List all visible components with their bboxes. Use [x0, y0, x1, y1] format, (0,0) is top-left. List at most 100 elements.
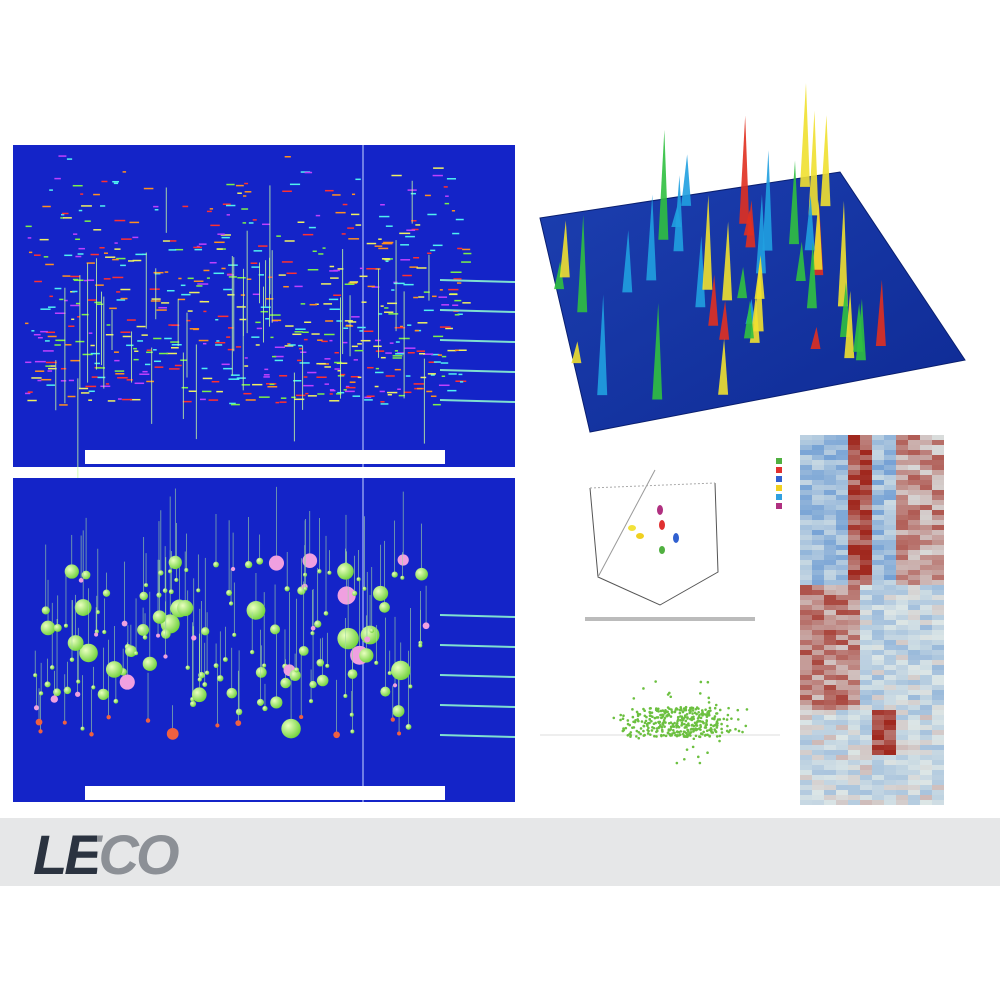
cloud-point: [632, 697, 636, 700]
heat-cell: [896, 690, 908, 695]
heat-cell: [836, 625, 848, 630]
heat-cell: [836, 640, 848, 645]
bubble: [316, 674, 329, 687]
peak-marker: [188, 390, 197, 393]
peak-marker: [100, 385, 111, 388]
cloud-point: [705, 719, 709, 723]
cloud-point: [650, 729, 654, 732]
cloud-point: [637, 736, 641, 740]
peak-marker: [279, 375, 288, 377]
cloud-point: [715, 712, 719, 715]
heat-cell: [860, 755, 872, 760]
heat-cell: [800, 480, 812, 485]
heat-cell: [812, 520, 824, 525]
cloud-point: [647, 726, 650, 730]
heat-cell: [872, 470, 884, 475]
peak-marker: [457, 247, 463, 250]
bubble: [142, 635, 148, 640]
heat-cell: [836, 765, 848, 770]
heat-cell: [860, 595, 872, 600]
heat-cell: [932, 480, 944, 485]
heat-cell: [812, 710, 824, 715]
heat-cell: [884, 465, 896, 470]
heat-cell: [908, 680, 920, 685]
peak-marker: [274, 359, 283, 362]
peak-marker: [81, 313, 89, 316]
heat-cell: [920, 765, 932, 770]
heat-cell: [884, 690, 896, 695]
heat-cell: [884, 775, 896, 780]
heat-cell: [908, 715, 920, 720]
heat-cell: [824, 730, 836, 735]
cloud-point: [720, 731, 724, 734]
heat-cell: [896, 800, 908, 805]
heat-cell: [908, 740, 920, 745]
heat-cell: [848, 615, 860, 620]
surface-peak: [671, 206, 682, 227]
bubble: [228, 601, 234, 606]
heat-cell: [824, 450, 836, 455]
cloud-point: [702, 712, 706, 716]
peak-marker: [336, 393, 342, 395]
bubble: [418, 643, 423, 648]
heat-cell: [836, 560, 848, 565]
peak-marker: [385, 352, 392, 354]
bubble: [105, 661, 123, 678]
bubble: [369, 628, 374, 633]
heat-cell: [884, 565, 896, 570]
bubble: [235, 708, 243, 716]
heat-cell: [872, 600, 884, 605]
cloud-point: [676, 719, 679, 723]
heat-cell: [920, 450, 932, 455]
peak-marker: [405, 235, 415, 238]
heat-cell: [836, 525, 848, 530]
heat-cell: [836, 760, 848, 765]
cloud-point: [672, 728, 675, 732]
heat-cell: [872, 730, 884, 735]
bubble: [106, 714, 111, 720]
heat-cell: [920, 595, 932, 600]
bubble: [50, 695, 58, 703]
heat-cell: [860, 580, 872, 585]
heat-cell: [932, 520, 944, 525]
peak-marker: [25, 361, 32, 364]
peak-marker: [227, 294, 235, 296]
cloud-point: [713, 724, 717, 727]
peak-marker: [77, 316, 81, 318]
peak-marker: [71, 318, 75, 321]
heat-cell: [824, 800, 836, 805]
bubble: [38, 729, 43, 734]
heat-cell: [836, 735, 848, 740]
peak-marker: [385, 225, 393, 227]
peak-marker: [424, 194, 431, 197]
heat-cell: [896, 650, 908, 655]
peak-marker: [410, 192, 416, 195]
peak-marker: [324, 383, 329, 385]
heat-cell: [884, 765, 896, 770]
cloud-point: [730, 717, 733, 720]
peak-marker: [63, 217, 72, 219]
heat-cell: [908, 530, 920, 535]
heat-cell: [812, 590, 824, 595]
heat-cell: [836, 445, 848, 450]
bubble: [343, 693, 348, 698]
peak-marker: [400, 259, 411, 261]
heat-cell: [908, 445, 920, 450]
heat-cell: [884, 655, 896, 660]
bubble: [347, 669, 358, 679]
heat-cell: [884, 750, 896, 755]
footer-band: [0, 818, 1000, 886]
peak-marker: [45, 365, 51, 367]
heat-cell: [896, 680, 908, 685]
heat-cell: [908, 570, 920, 575]
heat-cell: [812, 770, 824, 775]
peak-marker: [135, 253, 144, 256]
heat-cell: [824, 565, 836, 570]
cloud-point: [713, 706, 717, 710]
heat-cell: [896, 530, 908, 535]
heat-cell: [932, 715, 944, 720]
peak-marker: [353, 359, 358, 361]
heat-cell: [920, 560, 932, 565]
heat-cell: [884, 720, 896, 725]
heat-cell: [872, 750, 884, 755]
